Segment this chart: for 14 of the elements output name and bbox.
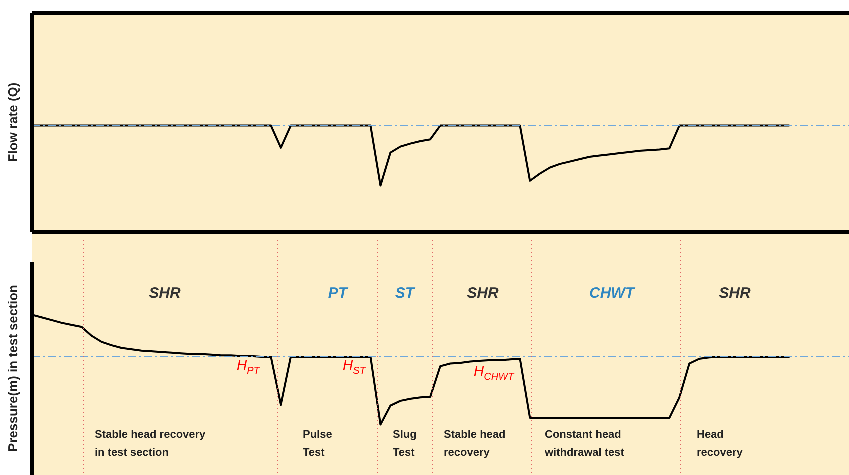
text: Slug Test [393,429,417,459]
y-axis-title: Pressure(m) in test section [6,285,21,452]
text: Head recovery [697,429,744,459]
text: Stable head recovery [444,429,506,459]
text: SHR [719,285,751,302]
text: Constant head withdrawal test [544,429,625,459]
text: SHR [467,285,499,302]
text: CHWT [590,285,636,302]
text: SHR [149,285,181,302]
text: ST [395,285,416,302]
text: Pulse Test [303,429,332,459]
y-axis-title: Flow rate (Q) [6,82,21,162]
text: Stable head recovery in test section [95,429,207,459]
text: PT [328,285,350,302]
